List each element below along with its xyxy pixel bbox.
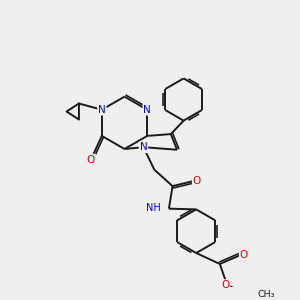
Text: N: N [98, 105, 106, 115]
Text: N: N [140, 142, 147, 152]
Text: CH₃: CH₃ [257, 290, 275, 298]
Text: O: O [221, 280, 230, 290]
Text: O: O [240, 250, 248, 260]
Text: O: O [193, 176, 201, 186]
Text: NH: NH [146, 203, 161, 213]
Text: N: N [143, 105, 151, 115]
Text: O: O [87, 154, 95, 165]
